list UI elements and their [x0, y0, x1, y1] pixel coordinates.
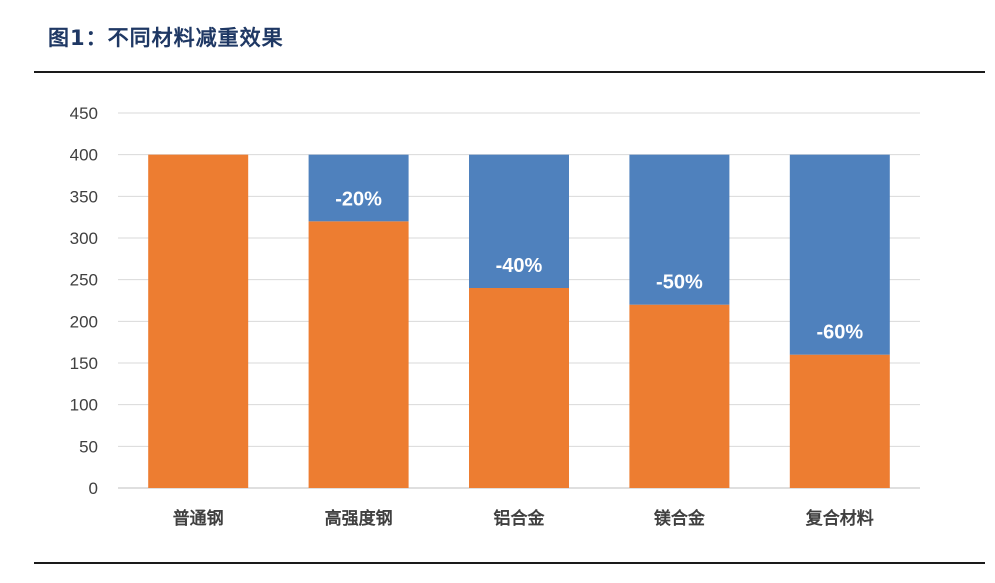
bottom-divider — [34, 562, 985, 564]
top-divider — [34, 71, 985, 73]
y-tick-label: 150 — [70, 354, 98, 373]
y-tick-label: 100 — [70, 396, 98, 415]
bar-reduction-4 — [789, 154, 890, 355]
bar-remaining-3 — [629, 304, 730, 488]
bar-remaining-4 — [789, 354, 890, 488]
bar-remaining-0 — [148, 154, 249, 488]
x-tick-label: 铝合金 — [494, 508, 546, 529]
data-label: -20% — [335, 188, 382, 210]
y-tick-label: 350 — [70, 187, 98, 206]
y-tick-label: 300 — [70, 229, 98, 248]
x-tick-label: 高强度钢 — [325, 508, 393, 529]
y-tick-label: 400 — [70, 146, 98, 165]
bar-reduction-1 — [308, 154, 409, 222]
bar-reduction-3 — [629, 154, 730, 305]
data-label: -50% — [656, 272, 703, 294]
bar-remaining-1 — [308, 221, 409, 489]
y-tick-label: 50 — [79, 437, 98, 456]
y-tick-label: 200 — [70, 312, 98, 331]
x-tick-label: 镁合金 — [654, 508, 706, 529]
y-tick-label: 450 — [70, 104, 98, 123]
x-tick-label: 普通钢 — [173, 508, 224, 529]
x-tick-label: 复合材料 — [805, 508, 874, 529]
bar-remaining-2 — [469, 288, 569, 488]
labels: 0 50 100 150 200 250 300 350 400 450 普通钢 -20% 高强度钢 -4… — [70, 104, 874, 529]
data-label: -40% — [496, 255, 543, 277]
figure-title: 图1：不同材料减重效果 — [48, 26, 284, 50]
y-tick-label: 250 — [70, 271, 98, 290]
bar-reduction-2 — [469, 154, 569, 288]
bars — [148, 154, 890, 489]
y-tick-label: 0 — [89, 479, 98, 498]
data-label: -60% — [816, 322, 863, 344]
